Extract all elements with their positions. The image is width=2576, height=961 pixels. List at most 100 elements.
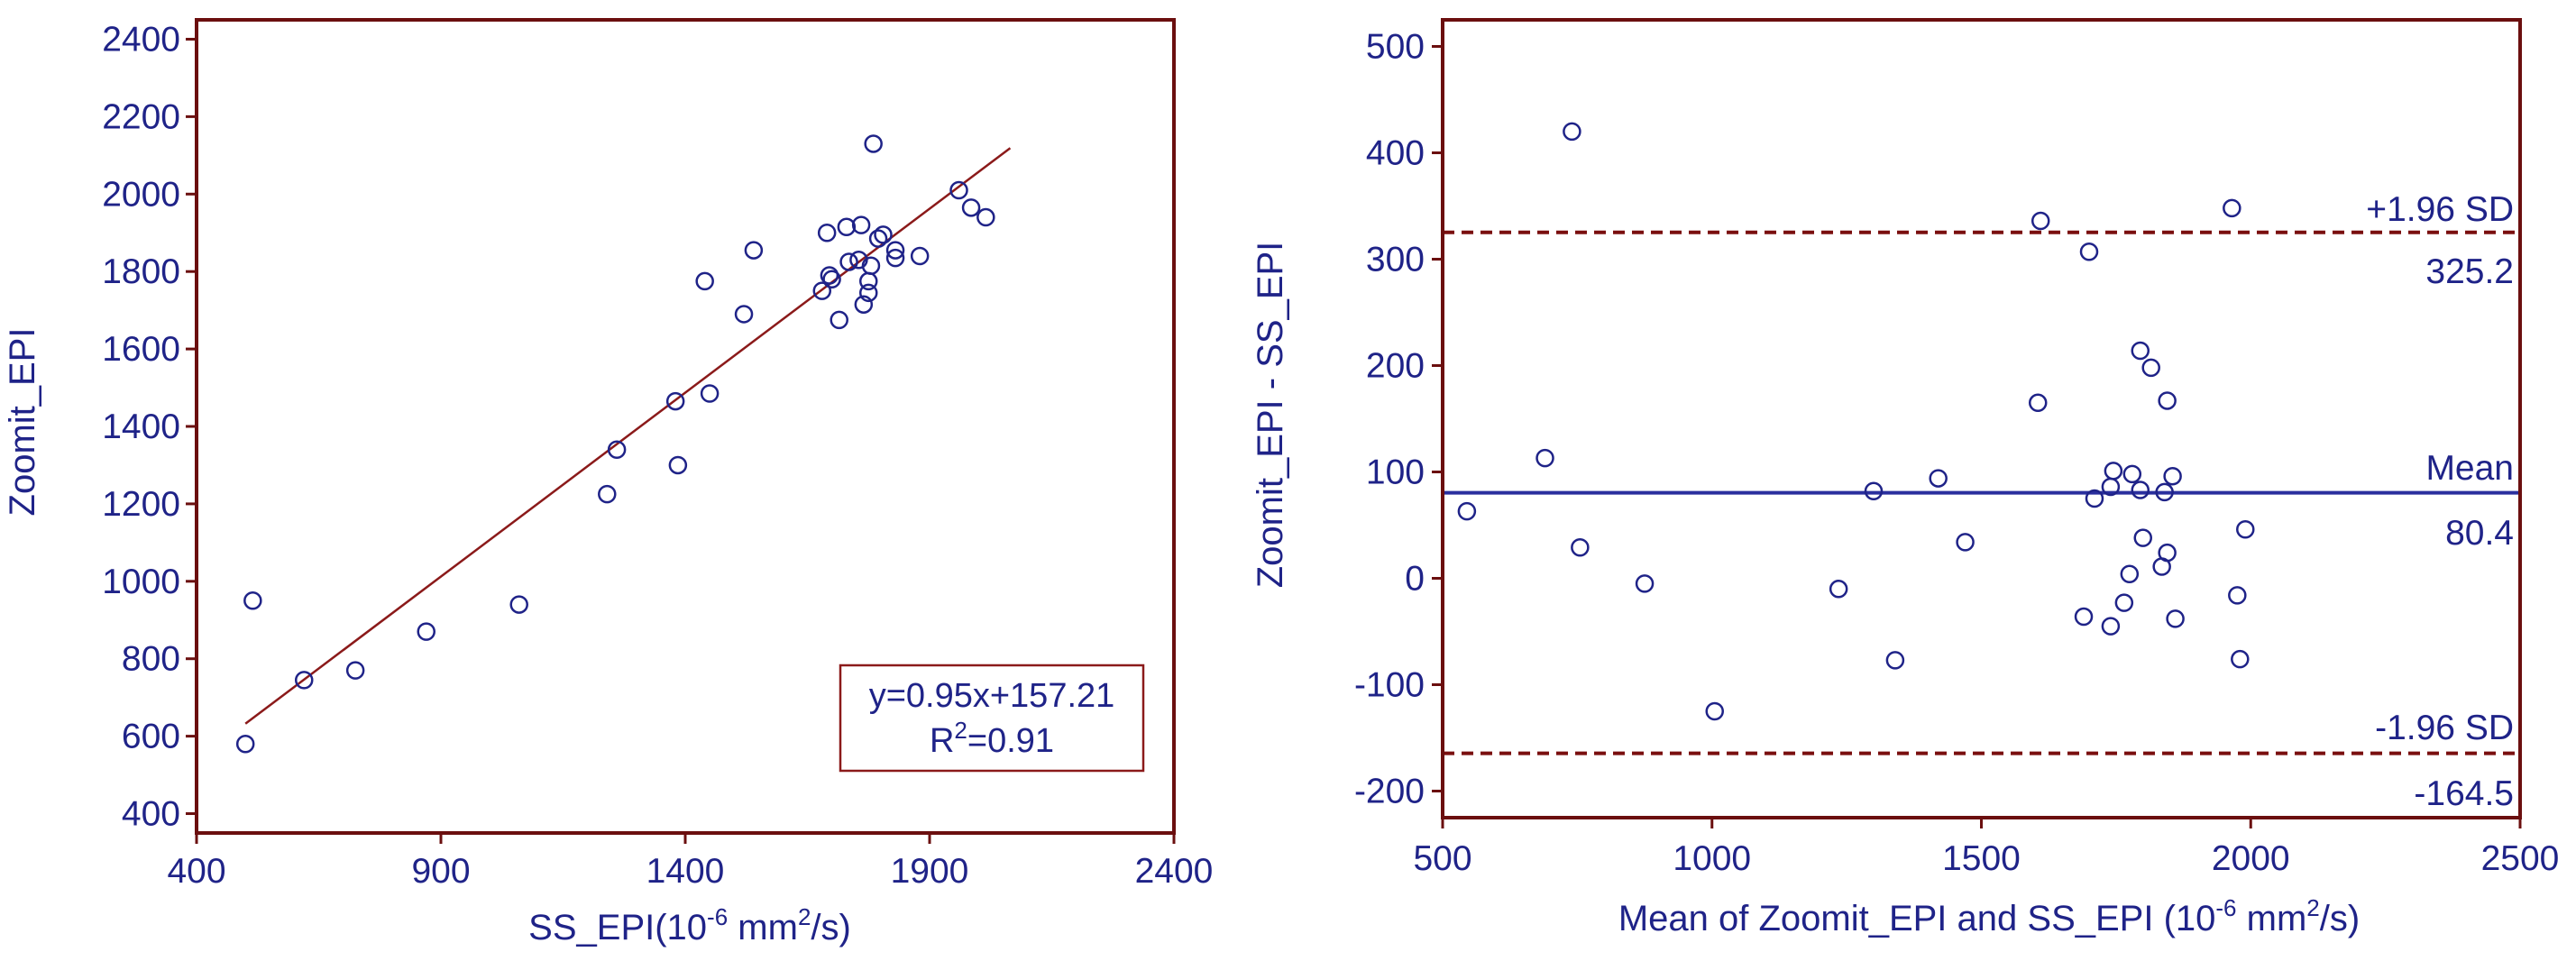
data-point-12	[2028, 393, 2048, 413]
regression-equation: y=0.95x+157.21	[869, 677, 1115, 715]
upper-loa-value: 325.2	[2425, 252, 2514, 291]
data-point-4	[1571, 538, 1590, 557]
data-point-17	[820, 266, 839, 285]
data-point-34	[949, 180, 968, 200]
data-point-29	[2158, 391, 2177, 410]
correlation-x-ticks: 400 900 1400 1900 2400	[167, 833, 1213, 891]
data-point-7	[1829, 580, 1848, 599]
data-point-3	[294, 671, 314, 690]
data-point-7	[598, 484, 617, 504]
data-point-28	[2155, 482, 2174, 502]
x-tick-label-2000: 2000	[2212, 839, 2290, 878]
data-point-26	[859, 283, 878, 303]
data-point-15	[2079, 242, 2099, 261]
y-tick-label-1800: 1800	[102, 252, 180, 291]
y-tick-label-1600: 1600	[102, 330, 180, 369]
data-point-33	[910, 246, 930, 266]
regression-line-group	[244, 147, 1012, 725]
bland-altman-y-axis-title: Zoomit_EPI - SS_EPI	[1251, 242, 1290, 589]
correlation-x-axis-title: SS_EPI(10-6 mm2/s)	[528, 903, 851, 947]
data-point-33	[2223, 198, 2241, 218]
x-tick-label-400: 400	[167, 852, 225, 891]
y-tick-label-800: 800	[122, 640, 180, 679]
data-point-29	[868, 229, 888, 248]
data-point-20	[837, 217, 857, 237]
data-point-17	[2101, 617, 2121, 636]
data-point-16	[817, 223, 837, 243]
x-tick-label-500: 500	[1413, 839, 1471, 878]
y-tick-label-100: 100	[1366, 453, 1425, 492]
data-point-10	[1929, 469, 1948, 488]
y-tick-label-300: 300	[1366, 241, 1425, 279]
x-tick-label-1900: 1900	[891, 852, 969, 891]
lower-loa-value: -164.5	[2414, 774, 2514, 813]
data-point-6	[509, 595, 528, 614]
data-point-5	[417, 622, 435, 641]
data-point-32	[885, 241, 905, 260]
y-tick-label-1000: 1000	[102, 563, 180, 601]
data-point-32	[2166, 609, 2185, 628]
upper-loa-label: +1.96 SD	[2366, 190, 2514, 229]
bland-altman-x-axis-title: Mean of Zoomit_EPI and SS_EPI (10-6 mm2/…	[1618, 894, 2360, 938]
bland-altman-points	[1457, 122, 2255, 721]
data-point-18	[822, 270, 841, 289]
x-tick-label-1500: 1500	[1942, 839, 2021, 878]
y-tick-label-500: 500	[1366, 28, 1425, 67]
data-point-2	[1536, 448, 1554, 468]
data-point-24	[854, 295, 874, 314]
mean-label: Mean	[2425, 449, 2514, 488]
x-tick-label-2400: 2400	[1135, 852, 1214, 891]
data-point-22	[2122, 464, 2142, 484]
correlation-panel: 400 600 800 1000 1200 1400 1600 1800 2000 2200 240…	[3, 18, 1213, 947]
mean-value: 80.4	[2445, 514, 2514, 553]
y-tick-label-2200: 2200	[102, 97, 180, 136]
data-point-19	[2104, 462, 2123, 480]
data-point-25	[2133, 528, 2152, 547]
x-tick-label-2500: 2500	[2481, 839, 2560, 878]
data-point-31	[885, 248, 905, 268]
y-tick-label--200: -200	[1354, 773, 1425, 811]
data-point-4	[345, 661, 365, 680]
bland-altman-panel: -200 -100 0 100 200 300 400 500 500 1000 1500 2000…	[1251, 18, 2560, 938]
data-point-36	[2236, 519, 2255, 539]
data-point-8	[1864, 481, 1884, 500]
data-point-12	[700, 384, 720, 403]
data-point-35	[2231, 649, 2250, 669]
data-point-3	[1563, 122, 1581, 142]
data-point-28	[864, 134, 883, 153]
data-point-9	[665, 391, 685, 411]
correlation-y-axis-title: Zoomit_EPI	[3, 328, 42, 517]
y-tick-label-2400: 2400	[102, 20, 180, 59]
regression-line	[244, 147, 1012, 725]
data-point-13	[2031, 211, 2050, 231]
data-point-13	[734, 305, 754, 324]
y-tick-label-400: 400	[1366, 134, 1425, 173]
correlation-plot-frame	[195, 18, 1176, 835]
data-point-2	[243, 591, 262, 610]
y-tick-label-1400: 1400	[102, 407, 180, 446]
data-point-19	[830, 310, 848, 330]
data-point-14	[2074, 607, 2094, 627]
y-tick-label-0: 0	[1405, 560, 1425, 599]
data-point-15	[812, 281, 832, 300]
data-point-10	[668, 455, 688, 475]
data-point-14	[744, 241, 764, 260]
data-point-11	[695, 271, 714, 291]
data-point-23	[851, 215, 871, 234]
correlation-points	[235, 134, 995, 754]
bland-altman-y-ticks: -200 -100 0 100 200 300 400 500	[1354, 28, 1443, 811]
x-tick-label-1400: 1400	[646, 852, 725, 891]
y-tick-label-2000: 2000	[102, 175, 180, 214]
data-point-11	[1956, 533, 1975, 552]
data-point-30	[874, 225, 893, 244]
agreement-lines	[1443, 230, 2520, 755]
x-tick-label-1000: 1000	[1673, 839, 1751, 878]
data-point-23	[2131, 341, 2150, 361]
data-point-5	[1635, 574, 1655, 593]
bland-altman-plot-frame	[1441, 18, 2522, 819]
data-point-1	[235, 734, 255, 754]
y-tick-label-600: 600	[122, 718, 180, 756]
y-tick-label-200: 200	[1366, 347, 1425, 386]
data-point-21	[839, 252, 858, 271]
